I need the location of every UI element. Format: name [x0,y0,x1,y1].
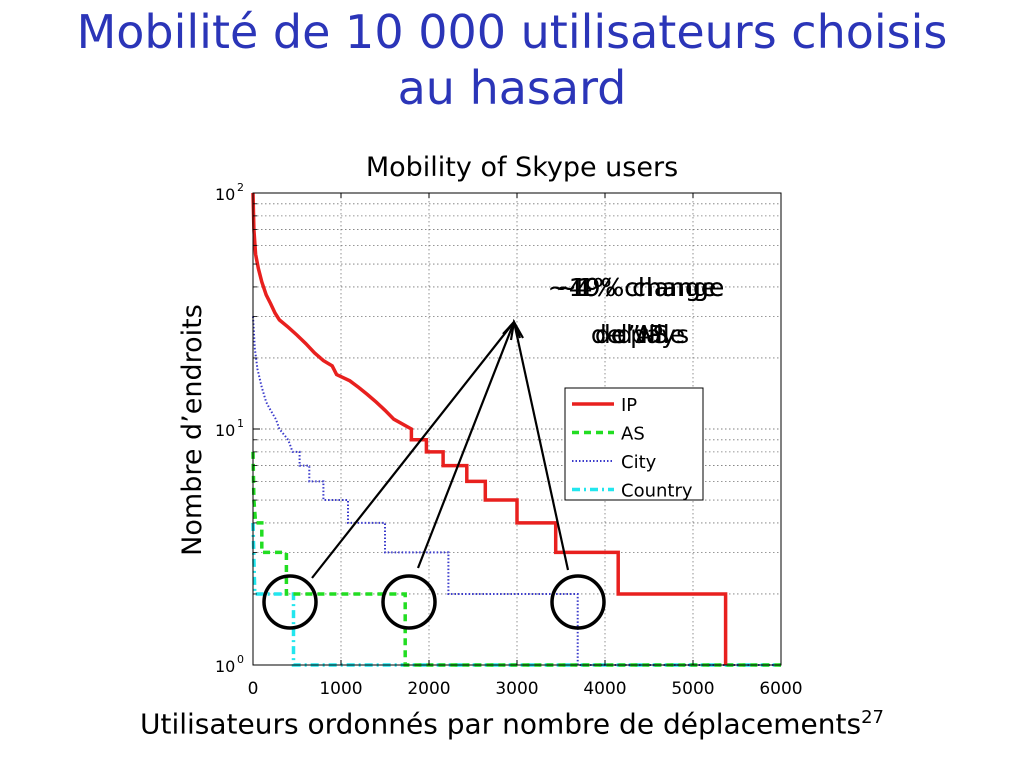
chart-title: Mobility of Skype users [366,152,678,183]
y-tick-label: 10 [215,421,235,440]
annotation-text: de pays [591,320,689,349]
x-tick-label: 5000 [671,679,714,699]
y-tick-exponent: 1 [237,417,244,430]
series-line-ip [251,192,728,665]
annotation-circles [262,574,606,630]
series-line-as [251,451,781,667]
y-tick-exponent: 2 [237,181,244,194]
series-line-city [252,316,781,666]
x-tick-label: 1000 [319,679,362,699]
y-tick-label: 10 [215,657,235,676]
arrow-1 [311,321,515,579]
legend-label-city: City [621,452,657,473]
legend: IP AS City Country [564,387,704,502]
annotation-text: de ville [595,320,685,349]
x-tick-label: 3000 [495,679,538,699]
x-tick-label: 0 [248,679,259,699]
slide-title: Mobilité de 10 000 utilisateurs choisis … [0,4,1024,116]
legend-label-ip: IP [621,395,637,416]
y-axis-caption: Nombre d’endroits [177,304,208,556]
y-tick-exponent: 0 [237,653,244,666]
annotation-circle-as [262,574,318,630]
annotation-texts: ~49% change d’IP ~19% change d’AS ~4% change… [548,273,724,349]
arrow-2 [416,321,516,569]
annotation-arrows [311,318,570,579]
annotation-text: d’IP [617,320,663,349]
legend-label-as: AS [621,424,645,445]
y-axis-caption-group: Nombre d’endroits [177,304,208,556]
annotation-circle-city [381,574,437,630]
y-tick-label: 10 [215,185,235,204]
legend-box [564,387,704,501]
x-axis-caption: Utilisateurs ordonnés par nombre de dépl… [0,707,1024,740]
slide-title-line-2: au hasard [397,61,627,115]
annotation-text: d’AS [612,320,669,349]
x-tick-label: 4000 [583,679,626,699]
x-axis-ticks: 0 1000 2000 3000 4000 5000 6000 [248,193,803,699]
annotation-text: ~1% change [556,273,717,302]
arrow-head [502,318,524,341]
page-number: 27 [861,707,884,728]
slide-title-line-1: Mobilité de 10 000 utilisateurs choisis [76,5,948,59]
x-axis-caption-text: Utilisateurs ordonnés par nombre de dépl… [139,707,862,741]
annotation-text: ~4% change [556,273,717,302]
annotation-text: ~19% change [548,273,724,302]
annotation-text: ~49% change [548,273,724,302]
x-tick-label: 2000 [407,679,450,699]
x-tick-label: 6000 [759,679,802,699]
annotation-circle-country [550,574,606,630]
arrow-3 [512,321,570,571]
legend-label-country: Country [621,481,693,502]
